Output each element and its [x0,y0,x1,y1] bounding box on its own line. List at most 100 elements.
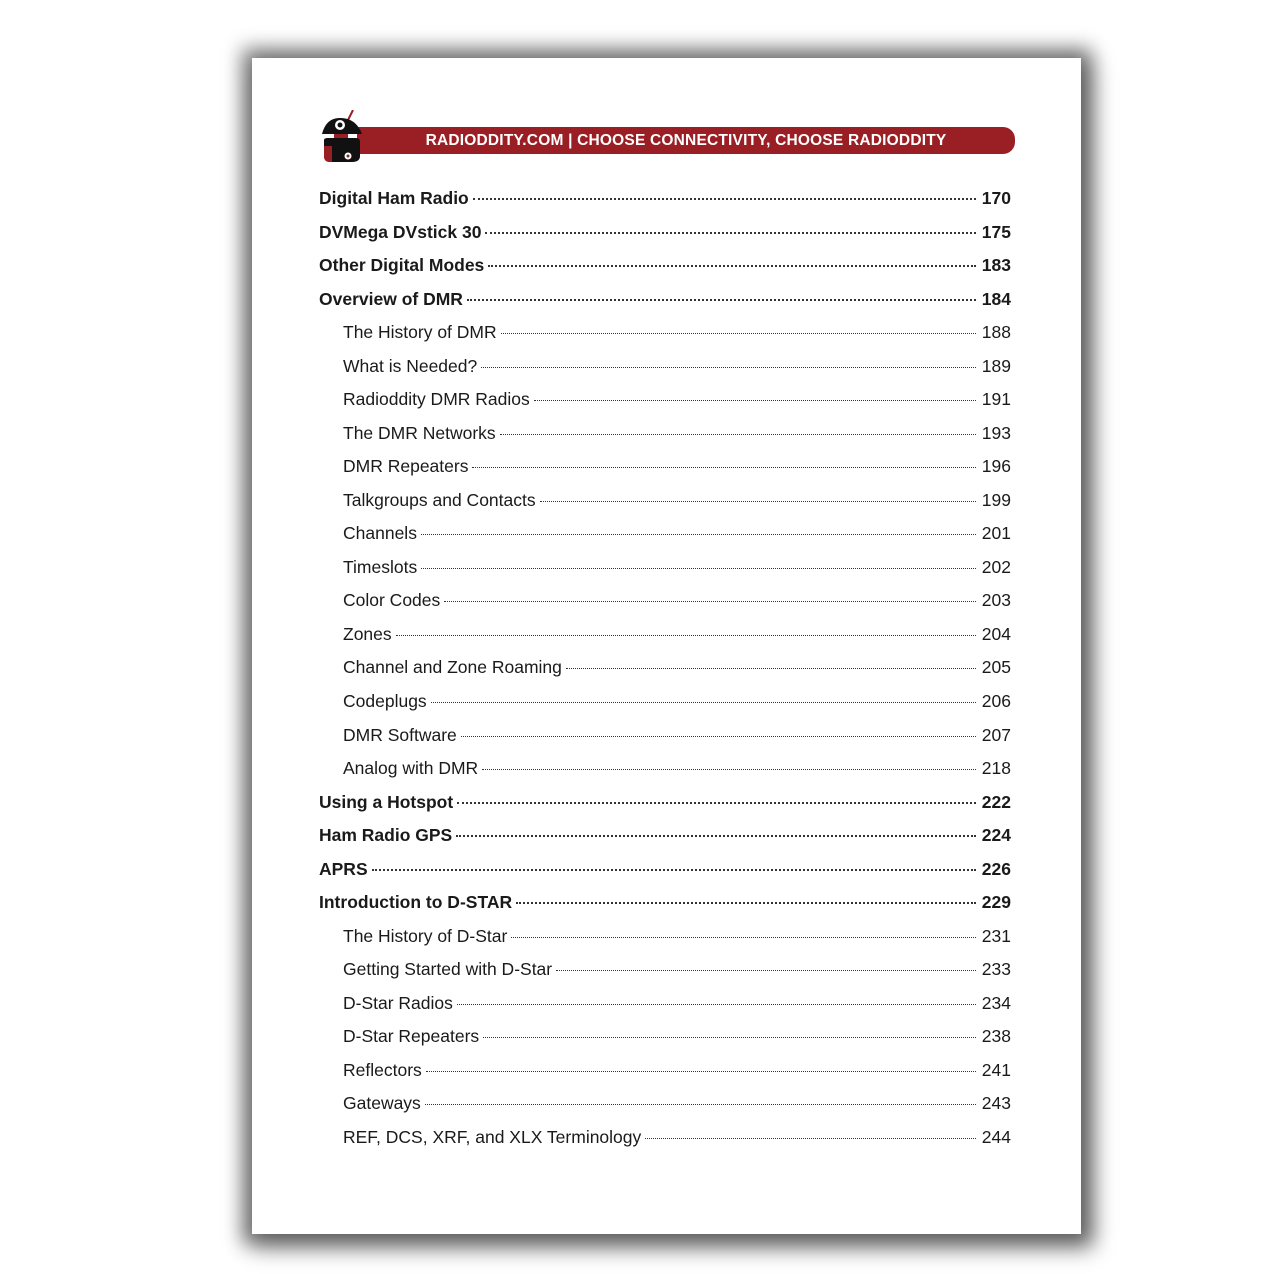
dot-leader [483,1037,976,1039]
toc-entry-title: D-Star Radios [343,992,453,1013]
toc-entry[interactable]: D-Star Repeaters 238 [319,1026,1011,1060]
toc-entry-page: 193 [981,422,1011,443]
dot-leader [371,868,976,871]
toc-entry[interactable]: DVMega DVstick 30 175 [319,222,1011,256]
toc-entry[interactable]: Getting Started with D-Star 233 [319,959,1011,993]
toc-entry-title: Timeslots [343,556,418,577]
toc-entry-title: Using a Hotspot [319,791,454,812]
dot-leader [645,1137,976,1139]
dot-leader [485,231,976,234]
toc-entry-page: 202 [981,556,1011,577]
toc-entry[interactable]: Introduction to D-STAR 229 [319,892,1011,926]
toc-entry-page: 203 [981,590,1011,611]
toc-entry-title: Zones [343,623,392,644]
table-of-contents: Digital Ham Radio 170 DVMega DVstick 30 175… [319,188,1011,1160]
dot-leader [456,1003,976,1005]
toc-entry[interactable]: Reflectors 241 [319,1060,1011,1094]
toc-entry-title: Getting Started with D-Star [343,959,553,980]
header-banner: RADIODDITY.COM | CHOOSE CONNECTIVITY, CH… [357,127,1015,154]
toc-entry[interactable]: Color Codes 203 [319,590,1011,624]
dot-leader [500,333,976,335]
dot-leader [466,298,976,301]
toc-entry-page: 241 [981,1059,1011,1080]
dot-leader [425,1070,976,1072]
toc-entry-page: 189 [981,355,1011,376]
toc-entry-page: 224 [981,825,1011,846]
dot-leader [457,801,976,804]
toc-entry-page: 233 [981,959,1011,980]
toc-entry-title: Gateways [343,1093,421,1114]
toc-entry[interactable]: What is Needed? 189 [319,356,1011,390]
dot-leader [421,567,976,569]
document-page: RADIODDITY.COM | CHOOSE CONNECTIVITY, CH… [252,58,1081,1234]
toc-entry-page: 206 [981,690,1011,711]
dot-leader [395,634,976,636]
dot-leader [481,366,976,368]
toc-entry[interactable]: Radioddity DMR Radios 191 [319,389,1011,423]
toc-entry[interactable]: Codeplugs 206 [319,691,1011,725]
toc-entry[interactable]: Channel and Zone Roaming 205 [319,657,1011,691]
toc-entry-title: What is Needed? [343,355,478,376]
dot-leader [539,500,976,502]
dot-leader [533,400,976,402]
toc-entry[interactable]: APRS 226 [319,859,1011,893]
toc-entry[interactable]: The History of D-Star 231 [319,926,1011,960]
dot-leader [444,601,976,603]
toc-entry-page: 222 [981,791,1011,812]
toc-entry-title: The History of D-Star [343,925,508,946]
toc-entry-title: REF, DCS, XRF, and XLX Terminology [343,1126,642,1147]
dot-leader [424,1104,976,1106]
dot-leader [565,668,976,670]
toc-entry-title: The History of DMR [343,322,497,343]
toc-entry[interactable]: The History of DMR 188 [319,322,1011,356]
toc-entry[interactable]: Talkgroups and Contacts 199 [319,490,1011,524]
toc-entry-title: Overview of DMR [319,288,463,309]
toc-entry[interactable]: Timeslots 202 [319,557,1011,591]
dot-leader [456,835,976,838]
toc-entry-page: 243 [981,1093,1011,1114]
toc-entry[interactable]: Using a Hotspot 222 [319,792,1011,826]
toc-entry-title: Ham Radio GPS [319,825,453,846]
toc-entry[interactable]: REF, DCS, XRF, and XLX Terminology 244 [319,1127,1011,1161]
toc-entry[interactable]: Overview of DMR 184 [319,289,1011,323]
dot-leader [430,701,976,703]
dot-leader [482,769,976,771]
toc-entry[interactable]: Zones 204 [319,624,1011,658]
toc-entry[interactable]: Channels 201 [319,523,1011,557]
dot-leader [472,467,976,469]
toc-entry-page: 205 [981,657,1011,678]
toc-entry-title: APRS [319,858,368,879]
toc-entry-page: 238 [981,1026,1011,1047]
toc-entry-title: Digital Ham Radio [319,188,469,208]
toc-entry-page: 196 [981,456,1011,477]
toc-entry-title: The DMR Networks [343,422,496,443]
toc-entry-page: 229 [981,892,1011,913]
toc-entry[interactable]: Ham Radio GPS 224 [319,825,1011,859]
toc-entry-page: 201 [981,523,1011,544]
toc-entry-title: DVMega DVstick 30 [319,221,482,242]
toc-entry[interactable]: D-Star Radios 234 [319,993,1011,1027]
toc-entry-title: Channel and Zone Roaming [343,657,562,678]
toc-entry-page: 183 [981,255,1011,276]
toc-entry[interactable]: Digital Ham Radio 170 [319,188,1011,222]
toc-entry-page: 207 [981,724,1011,745]
toc-entry-title: Codeplugs [343,690,427,711]
toc-entry-title: DMR Software [343,724,457,745]
dot-leader [460,735,976,737]
toc-entry-title: Introduction to D-STAR [319,892,513,913]
toc-entry[interactable]: DMR Repeaters 196 [319,456,1011,490]
toc-entry-page: 199 [981,489,1011,510]
toc-entry[interactable]: DMR Software 207 [319,725,1011,759]
toc-entry-title: D-Star Repeaters [343,1026,480,1047]
toc-entry[interactable]: Other Digital Modes 183 [319,255,1011,289]
toc-entry-page: 184 [981,288,1011,309]
toc-entry-title: Other Digital Modes [319,255,485,276]
toc-entry-title: Channels [343,523,417,544]
toc-entry-page: 226 [981,858,1011,879]
toc-entry[interactable]: The DMR Networks 193 [319,423,1011,457]
toc-entry[interactable]: Gateways 243 [319,1093,1011,1127]
dot-leader [556,970,976,972]
toc-entry-title: DMR Repeaters [343,456,469,477]
toc-entry[interactable]: Analog with DMR 218 [319,758,1011,792]
dot-leader [488,265,976,268]
